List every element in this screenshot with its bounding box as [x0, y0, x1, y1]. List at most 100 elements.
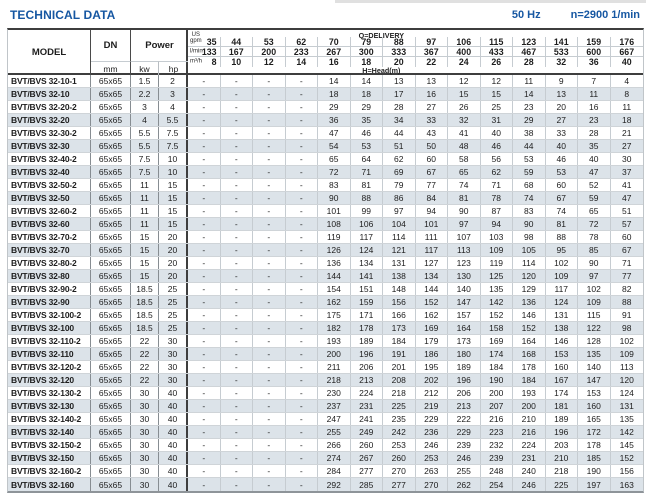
head-value: 60: [622, 232, 632, 242]
head-value: -: [188, 400, 221, 412]
head-value: 113: [619, 362, 634, 372]
delivery-value: 22: [416, 56, 448, 67]
kw-value: 7.5: [131, 166, 159, 178]
head-value: 191: [383, 348, 416, 360]
head-value: 124: [546, 296, 578, 308]
table-row: BVT/BVS 32-10 65x65 2.2 3- - - -18 18 17 16 15 15 14…: [8, 88, 643, 101]
head-value: 224: [513, 439, 546, 451]
head-value: 15: [481, 88, 513, 100]
head-value: -: [253, 114, 286, 126]
delivery-value: 533: [546, 46, 578, 57]
head-value: 174: [546, 387, 578, 399]
table-row: BVT/BVS 32-110-2 65x65 22 30- - - -193 189 184 17…: [8, 335, 643, 348]
head-value: 124: [351, 244, 383, 256]
head-value: -: [286, 231, 318, 243]
head-value: 21: [622, 128, 632, 138]
hp-value: 30: [159, 374, 188, 386]
head-value: -: [286, 192, 318, 204]
head-value: -: [221, 257, 253, 269]
head-value: 167: [546, 374, 578, 386]
head-value: 162: [416, 309, 448, 321]
head-value: 190: [578, 465, 611, 477]
delivery-value: 233: [286, 46, 318, 57]
model-name: BVT/BVS 32-90: [8, 296, 91, 308]
model-name: BVT/BVS 32-10: [8, 88, 91, 100]
hp-value: 40: [159, 465, 188, 477]
head-value: 285: [351, 478, 383, 491]
head-value: -: [221, 101, 253, 113]
head-value: 9: [546, 75, 578, 87]
head-value: 200: [513, 400, 546, 412]
head-value: -: [286, 387, 318, 399]
head-value: -: [253, 205, 286, 217]
head-value: 74: [448, 179, 481, 191]
kw-value: 18.5: [131, 322, 159, 334]
delivery-value: 367: [416, 46, 448, 57]
head-value: 14: [513, 88, 546, 100]
hp-value: 40: [159, 400, 188, 412]
head-value: 52: [578, 179, 611, 191]
head-value: 196: [546, 426, 578, 438]
head-value: 13: [546, 88, 578, 100]
head-value: -: [188, 179, 221, 191]
head-value: 153: [578, 387, 611, 399]
hp-value: 25: [159, 309, 188, 321]
head-value: -: [286, 413, 318, 425]
head-value: 29: [318, 101, 351, 113]
head-value: 18: [351, 88, 383, 100]
head-value: 213: [351, 374, 383, 386]
head-value: 135: [578, 348, 611, 360]
dn-value: 65x65: [91, 348, 131, 360]
dn-value: 65x65: [91, 127, 131, 139]
head-value: -: [253, 400, 286, 412]
kw-value: 30: [131, 426, 159, 438]
head-value: 98: [513, 231, 546, 243]
head-value: 102: [619, 336, 634, 346]
head-value: 229: [416, 413, 448, 425]
head-value: 140: [578, 361, 611, 373]
head-value: 59: [513, 166, 546, 178]
head-value: -: [188, 426, 221, 438]
dn-value: 65x65: [91, 88, 131, 100]
head-value: 152: [481, 309, 513, 321]
head-value: 135: [481, 283, 513, 295]
table-row: BVT/BVS 32-140-2 65x65 30 40- - - -247 241 235 22…: [8, 413, 643, 426]
head-value: -: [188, 244, 221, 256]
head-value: -: [286, 75, 318, 87]
table-row: BVT/BVS 32-120 65x65 22 30- - - -218 213 208 202 1…: [8, 374, 643, 387]
head-value: 239: [481, 452, 513, 464]
head-value: 102: [578, 283, 611, 295]
head-value: 120: [513, 270, 546, 282]
head-value: 20: [546, 101, 578, 113]
head-value: 12: [481, 75, 513, 87]
delivery-value: 32: [546, 56, 578, 67]
page-title: TECHNICAL DATA: [10, 8, 116, 22]
head-value: 90: [318, 192, 351, 204]
head-value: 115: [578, 309, 611, 321]
head-value: 122: [578, 322, 611, 334]
delivery-value: 8 m³/h: [188, 56, 221, 67]
head-value: 35: [578, 140, 611, 152]
head-value: 23: [513, 101, 546, 113]
hp-value: 40: [159, 387, 188, 399]
table-row: BVT/BVS 32-90 65x65 18.5 25- - - -162 159 156 152…: [8, 296, 643, 309]
model-name: BVT/BVS 32-20-2: [8, 101, 91, 113]
head-value: 53: [513, 153, 546, 165]
head-value: 173: [383, 322, 416, 334]
head-value: 85: [578, 244, 611, 256]
speed-label: n=2900 1/min: [570, 9, 640, 21]
head-value: 144: [318, 270, 351, 282]
head-value: 57: [622, 219, 632, 229]
head-value: 216: [481, 413, 513, 425]
head-value: 222: [448, 413, 481, 425]
head-value: 47: [318, 127, 351, 139]
head-value: 173: [448, 335, 481, 347]
head-value: 81: [546, 218, 578, 230]
head-value: 97: [383, 205, 416, 217]
head-value: 48: [448, 140, 481, 152]
model-name: BVT/BVS 32-160-2: [8, 465, 91, 477]
head-value: 247: [318, 413, 351, 425]
table-row: BVT/BVS 32-70 65x65 15 20- - - -126 124 121 117 11…: [8, 244, 643, 257]
kw-value: 30: [131, 465, 159, 477]
kw-value: 30: [131, 413, 159, 425]
